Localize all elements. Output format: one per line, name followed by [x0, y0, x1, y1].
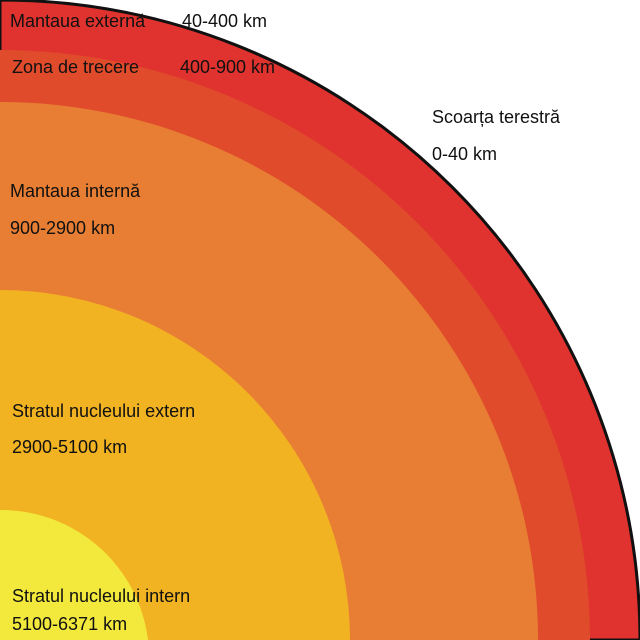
layer-range: 0-40 km [432, 144, 497, 164]
layer-name: Mantaua internă [10, 181, 141, 201]
layer-range: 400-900 km [180, 57, 275, 77]
layer-name: Zona de trecere [12, 57, 139, 77]
layer-range: 5100-6371 km [12, 614, 127, 634]
layer-name: Mantaua externă [10, 11, 146, 31]
layer-range: 40-400 km [182, 11, 267, 31]
layer-range: 900-2900 km [10, 218, 115, 238]
layer-name: Stratul nucleului extern [12, 401, 195, 421]
layer-name: Stratul nucleului intern [12, 586, 190, 606]
layer-name: Scoarța terestră [432, 107, 561, 127]
layer-range: 2900-5100 km [12, 437, 127, 457]
inner-core-shape [0, 509, 148, 640]
